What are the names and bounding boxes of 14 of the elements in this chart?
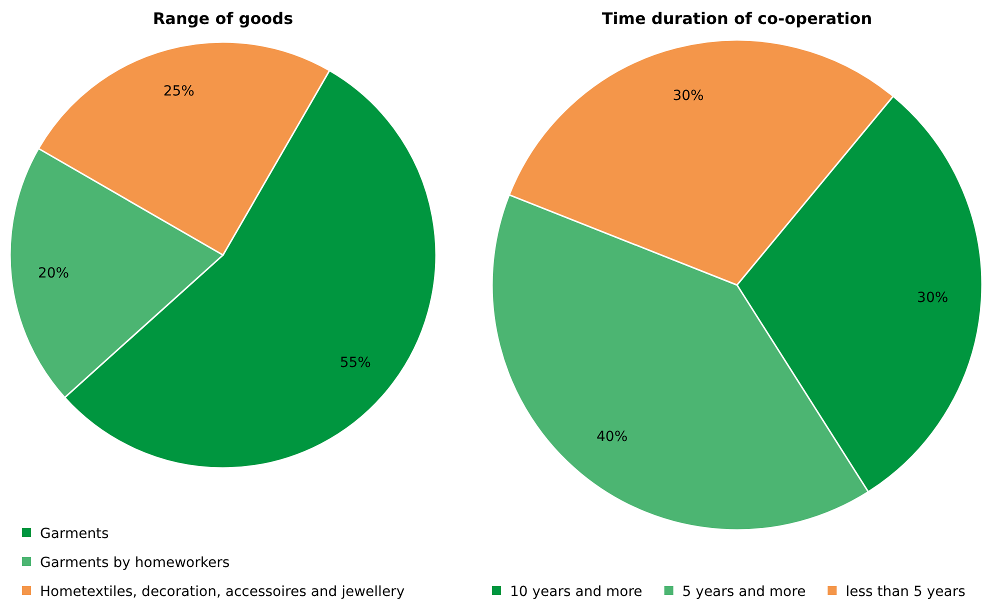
chart-title: Time duration of co-operation [602, 9, 872, 28]
legend-label: less than 5 years [846, 584, 966, 600]
legend-label: Hometextiles, decoration, accessoires and jewellery [40, 584, 405, 600]
data-label: 40% [596, 428, 628, 445]
legend-label: 10 years and more [510, 584, 642, 600]
data-label: 25% [163, 83, 194, 100]
legend-label: Garments [40, 526, 109, 542]
legend-label: Garments by homeworkers [40, 554, 230, 571]
legend-label: 5 years and more [682, 584, 806, 600]
data-label: 30% [917, 290, 948, 306]
data-label: 20% [38, 266, 70, 282]
chart-title: Range of goods [152, 9, 294, 28]
data-label: 55% [340, 355, 371, 372]
data-label: 30% [672, 88, 704, 104]
